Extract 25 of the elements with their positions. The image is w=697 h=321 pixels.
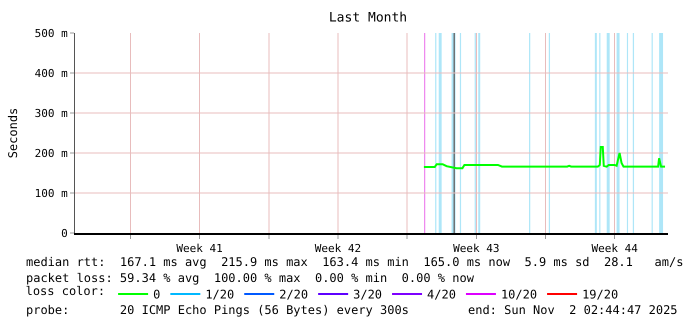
y-tick-label: 500 m [34,26,68,40]
legend-label: 3/20 [353,288,382,302]
text: probe: 20 ICMP Echo Pings (56 Bytes) every 300s [26,303,409,317]
text: median rtt: 167.1 ms avg 215.9 ms max 163.4 ms min 165.0 ms now 5.9 ms sd 28.1 am/s [26,255,684,269]
chart-title: Last Month [328,10,408,26]
line-series [422,146,666,170]
text: end: Sun Nov 2 02:44:47 2025 [468,303,678,317]
legend-label: 4/20 [427,288,456,302]
legend-label: 0 [153,288,160,302]
x-tick-label: Week 44 [592,242,638,256]
y-tick-label: 400 m [34,66,68,80]
y-tick-label: 100 m [34,186,68,200]
x-tick-label: Week 42 [314,242,362,256]
y-tick-label: 0 [61,226,68,240]
y-tick-label: 200 m [34,146,68,160]
y-axis-title: Seconds [6,108,20,158]
x-tick-label: Week 43 [453,242,500,256]
legend-title: loss color: [26,284,106,298]
legend-label: 19/20 [582,288,618,302]
y-tick-label: 300 m [34,106,68,120]
x-tick-label: Week 41 [176,242,223,256]
legend-label: 10/20 [500,288,538,302]
legend-label: 2/20 [279,288,308,302]
legend-label: 1/20 [205,288,234,302]
text: packet loss: 59.34 % avg 100.00 % max 0.00 % min 0.00 % now [26,271,475,285]
